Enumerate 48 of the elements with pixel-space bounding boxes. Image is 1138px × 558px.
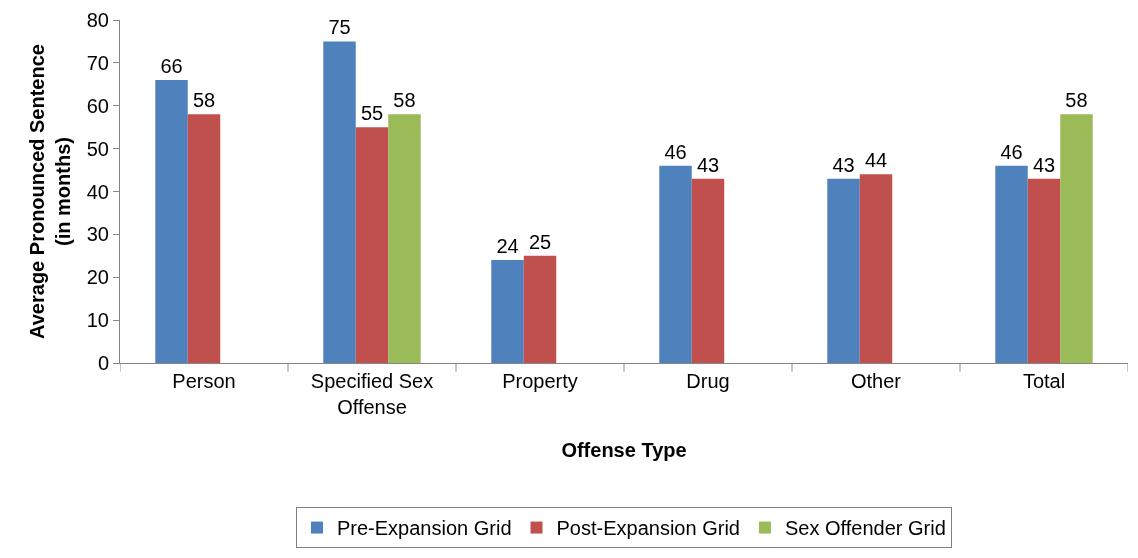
y-axis-title: Average Pronounced Sentence (in months): [26, 44, 75, 339]
y-tick-label: 30: [86, 223, 109, 246]
x-tick-label: Property: [502, 370, 578, 392]
bar: [1027, 178, 1061, 363]
bar: [659, 165, 692, 363]
data-label: 43: [696, 153, 720, 176]
y-tick-label: 0: [97, 352, 109, 374]
bar: [523, 255, 557, 363]
y-tick-label: 20: [86, 266, 109, 289]
bar: [859, 174, 893, 363]
bar: [155, 80, 188, 363]
x-tick-label: Total: [1022, 370, 1066, 392]
bar: [691, 178, 725, 363]
bar: [827, 178, 860, 363]
y-tick-label: 60: [86, 94, 109, 117]
y-tick-label: 10: [86, 309, 109, 332]
y-tick-label: 40: [86, 180, 109, 203]
data-label: 24: [496, 235, 519, 258]
data-label: 46: [1000, 140, 1023, 163]
x-axis-title: Offense Type: [561, 438, 687, 461]
y-tick-label: 70: [86, 51, 109, 74]
legend-label: Post-Expansion Grid: [556, 517, 740, 540]
data-label: 66: [160, 55, 183, 78]
legend-label: Pre-Expansion Grid: [337, 517, 512, 540]
x-tick-label: Other: [850, 370, 902, 392]
data-label: 55: [360, 102, 384, 125]
data-label: 43: [1032, 153, 1056, 176]
bar: [355, 127, 389, 363]
data-label: 44: [864, 149, 888, 172]
bar: [995, 165, 1028, 363]
x-tick-label: Specified Sex Offense: [310, 370, 434, 418]
data-label: 25: [528, 230, 552, 253]
x-tick-label: Person: [172, 370, 236, 392]
y-tick-label: 50: [86, 137, 109, 160]
bar: [491, 260, 524, 363]
data-label: 58: [1065, 89, 1088, 112]
legend-label: Sex Offender Grid: [784, 517, 946, 540]
data-label: 43: [832, 153, 855, 176]
bar: [323, 41, 356, 363]
data-label: 46: [664, 140, 687, 163]
data-label: 58: [393, 89, 416, 112]
data-label: 75: [328, 16, 351, 39]
data-label: 58: [192, 89, 216, 112]
bar: [388, 114, 421, 363]
bar: [1060, 114, 1093, 363]
y-tick-label: 80: [86, 9, 109, 31]
bar: [187, 114, 221, 363]
x-tick-label: Drug: [686, 370, 730, 392]
